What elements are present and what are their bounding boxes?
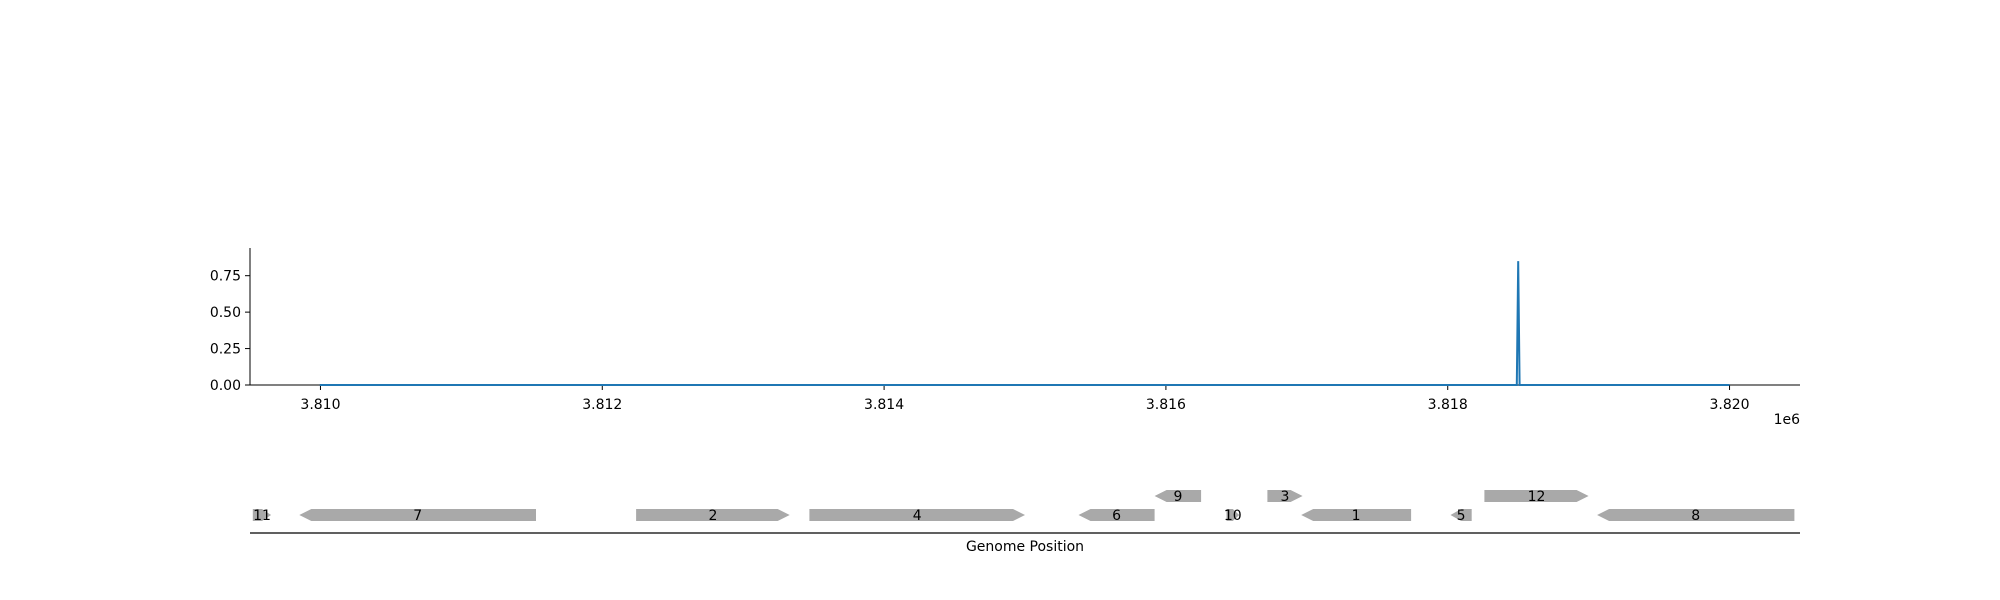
- coverage-plot: 0.000.250.500.75 3.810 3.812 3.814 3.816 3.8…: [210, 248, 1800, 428]
- gene-feature-arrow: [1226, 509, 1240, 521]
- y-tick-label: 0.50: [210, 305, 241, 321]
- gene-feature-arrow: [636, 509, 790, 521]
- gene-features: 11 7 2 4 6 9 10 3 1 5 12 8: [252, 489, 1795, 524]
- gene-feature-arrow: [1450, 509, 1472, 521]
- gene-feature-label: 7: [413, 508, 422, 524]
- gene-feature-label: 3: [1281, 489, 1290, 505]
- gene-feature-arrow: [1154, 490, 1202, 502]
- gene-feature-label: 1: [1352, 508, 1361, 524]
- gene-feature-label: 11: [253, 508, 271, 524]
- gene-feature-label: 10: [1224, 508, 1242, 524]
- gene-feature-arrow: [809, 509, 1025, 521]
- x-tick-label: 3.816: [1146, 397, 1186, 413]
- x-tick-label: 3.814: [864, 397, 904, 413]
- gene-feature-label: 8: [1691, 508, 1700, 524]
- gene-feature-label: 9: [1173, 489, 1182, 505]
- y-tick-label: 0.25: [210, 342, 241, 358]
- x-offset-label: 1e6: [1774, 412, 1801, 428]
- x-tick-label: 3.818: [1428, 397, 1468, 413]
- gene-track: 11 7 2 4 6 9 10 3 1 5 12 8 Genome Position: [250, 489, 1800, 555]
- y-axis-ticks: 0.00 0.25 0.50 0.75: [210, 269, 250, 394]
- x-axis-ticks: 3.810 3.812 3.814 3.816 3.818 3.820: [300, 385, 1750, 413]
- gene-feature-arrow: [299, 509, 536, 521]
- y-tick-label: 0.75: [210, 269, 241, 285]
- gene-feature-label: 2: [708, 508, 717, 524]
- x-tick-label: 3.810: [300, 397, 340, 413]
- gene-feature-label: 4: [913, 508, 922, 524]
- y-tick-label: 0.00: [210, 378, 241, 394]
- gene-feature-arrow: [252, 509, 272, 521]
- gene-feature-arrow: [1267, 490, 1303, 502]
- gene-feature-arrow: [1078, 509, 1155, 521]
- gene-track-xlabel: Genome Position: [966, 539, 1084, 555]
- coverage-series-line: [319, 261, 1730, 386]
- gene-feature-arrow: [1597, 509, 1795, 521]
- gene-feature-label: 6: [1112, 508, 1121, 524]
- gene-feature-arrow: [1301, 509, 1412, 521]
- gene-feature-arrow: [1484, 490, 1589, 502]
- gene-feature-label: 5: [1457, 508, 1466, 524]
- gene-feature-label: 12: [1528, 489, 1546, 505]
- x-tick-label: 3.812: [582, 397, 622, 413]
- x-tick-label: 3.820: [1709, 397, 1749, 413]
